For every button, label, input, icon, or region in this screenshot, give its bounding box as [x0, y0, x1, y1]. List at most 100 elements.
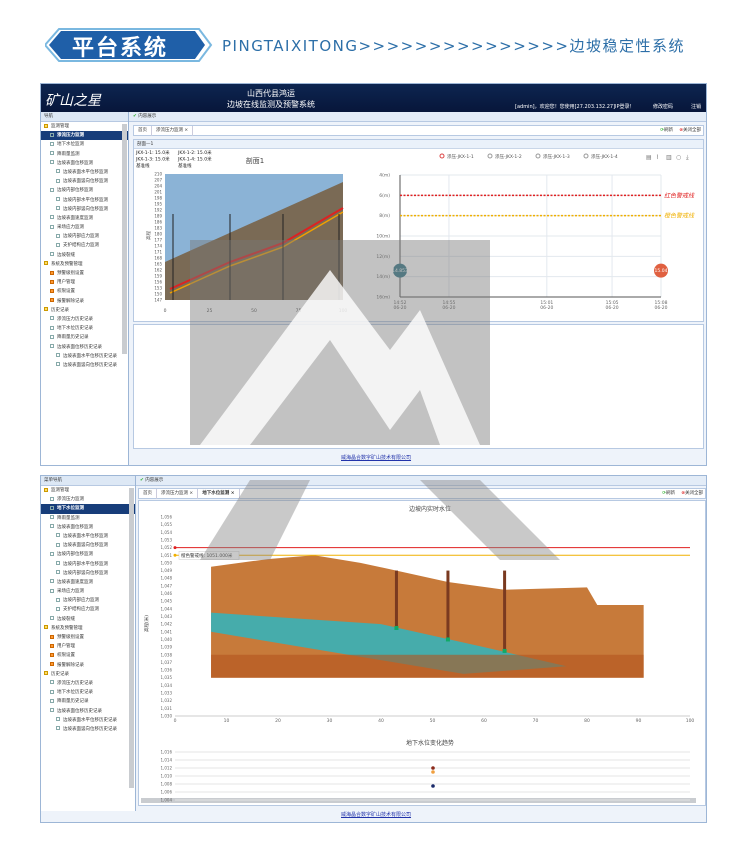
sidebar-item[interactable]: 权限设置 [41, 651, 135, 660]
sidebar-item[interactable]: 地下水位历史记录 [41, 688, 135, 697]
footer-link[interactable]: 威海晶合数字矿山技术有限公司 [341, 812, 412, 818]
tab-seepage[interactable]: 渗流压力监测 × [152, 126, 194, 136]
sidebar-item[interactable]: 边坡裂缝 [41, 615, 135, 624]
y-tick-label: 1,048 [161, 576, 173, 581]
sidebar-item[interactable]: 边坡内部水平位移监测 [41, 196, 128, 205]
sidebar-item[interactable]: 报警解除记录 [41, 297, 128, 306]
sidebar-item[interactable]: 边坡内部应力监测 [41, 232, 128, 241]
close-all-button[interactable]: ⊗关闭全部 [681, 491, 703, 496]
sidebar-item[interactable]: 边坡内部位移监测 [41, 186, 128, 195]
change-password-link[interactable]: 修改密码 [653, 104, 674, 110]
y-tick-label: 198 [154, 196, 162, 201]
sidebar-item[interactable]: 支护结构应力监测 [41, 241, 128, 250]
y-tick-label: 1,055 [161, 522, 173, 527]
sidebar-item[interactable]: 降雨量监测 [41, 514, 135, 523]
item-icon [50, 187, 54, 192]
item-icon [50, 151, 54, 156]
sidebar-item[interactable]: 边坡表面位移历史记录 [41, 707, 135, 716]
sidebar-item-label: 边坡裂缝 [57, 616, 75, 622]
sidebar: 菜单导航 监测管理 渗流压力监测 地下水位监测 降雨量监测 边坡表面位移监测 边坡表面水平… [41, 476, 136, 811]
sidebar-item[interactable]: 边坡内部竖向位移监测 [41, 569, 135, 578]
sidebar-item[interactable]: 降雨量历史记录 [41, 697, 135, 706]
sidebar-item[interactable]: 边坡表面位移监测 [41, 159, 128, 168]
sidebar: 导航 监测管理 渗流压力监测 地下水位监测 降雨量监测 边坡表面位移监测 边坡表面水平位移… [41, 112, 129, 465]
sidebar-item-label: 监测管理 [51, 488, 69, 493]
sidebar-item[interactable]: 边坡表面位移监测 [41, 523, 135, 532]
close-all-button[interactable]: ⊗关闭全部 [679, 128, 701, 133]
sidebar-item[interactable]: 地下水位监测 [41, 504, 135, 514]
y-tick-label: 201 [154, 190, 162, 195]
sidebar-item[interactable]: 渗流压力监测 [41, 131, 128, 141]
sidebar-item-label: 边坡裂缝 [57, 252, 75, 258]
system-name: 边坡在线监测及预警系统 [227, 100, 315, 109]
x-tick-label: 90 [636, 718, 642, 724]
sidebar-item-label: 边坡表面水平位移历史记录 [63, 353, 117, 359]
sidebar-item[interactable]: 历史记录 [41, 670, 135, 679]
sidebar-item[interactable]: 边坡内部位移监测 [41, 550, 135, 559]
tab-groundwater[interactable]: 地下水位监测 × [198, 489, 240, 499]
sidebar-item[interactable]: 降雨量历史记录 [41, 333, 128, 342]
sidebar-item[interactable]: 边坡表面竖向位移监测 [41, 541, 135, 550]
sidebar-item[interactable]: 监测管理 [41, 122, 128, 131]
sidebar-item[interactable]: 用户管理 [41, 278, 128, 287]
sidebar-item[interactable]: 预警级别设置 [41, 633, 135, 642]
y-tick-label: 1,050 [161, 560, 173, 565]
sidebar-item[interactable]: 降雨量监测 [41, 150, 128, 159]
sidebar-item[interactable]: 渗流压力监测 [41, 495, 135, 504]
threshold-point [173, 553, 177, 557]
refresh-button[interactable]: ⟳刷新 [662, 491, 675, 496]
sidebar-item[interactable]: 预警级别设置 [41, 269, 128, 278]
logout-link[interactable]: 注销 [691, 104, 702, 110]
sidebar-item[interactable]: 边坡表面水平位移监测 [41, 168, 128, 177]
y-tick-label: 1,016 [161, 750, 173, 755]
sidebar-item[interactable]: 渗流压力历史记录 [41, 679, 135, 688]
item-icon [50, 325, 54, 330]
user-info: [admin]，欢迎您！您使用[27.203.132.27]IP登录！ [515, 104, 635, 110]
sidebar-item[interactable]: 支护结构应力监测 [41, 605, 135, 614]
y-tick-label: 1,046 [161, 591, 173, 596]
water-level-marker [445, 637, 450, 642]
y-tick-label: 174 [154, 244, 162, 249]
item-icon [56, 178, 60, 183]
item-icon [50, 643, 54, 648]
sidebar-item[interactable]: 边坡表面水平位移历史记录 [41, 716, 135, 725]
sidebar-scrollbar[interactable] [122, 124, 127, 354]
sidebar-item[interactable]: 用户管理 [41, 642, 135, 651]
sidebar-item[interactable]: 边坡内部竖向位移监测 [41, 205, 128, 214]
sidebar-item[interactable]: 报警解除记录 [41, 661, 135, 670]
sidebar-item[interactable]: 边坡内部水平位移监测 [41, 560, 135, 569]
tab-home[interactable]: 首页 [139, 489, 157, 499]
sidebar-item[interactable]: 系统及预警管理 [41, 624, 135, 633]
sidebar-item[interactable]: 边坡表面水平位移监测 [41, 532, 135, 541]
sidebar-item[interactable]: 边坡内部应力监测 [41, 596, 135, 605]
footer-link[interactable]: 威海晶合数字矿山技术有限公司 [341, 455, 412, 461]
sidebar-item[interactable]: 监测管理 [41, 486, 135, 495]
sidebar-item[interactable]: 地下水位历史记录 [41, 324, 128, 333]
sidebar-item[interactable]: 边坡表面竖向位移监测 [41, 177, 128, 186]
sidebar-item-label: 边坡表面竖向位移监测 [63, 179, 108, 185]
sidebar-item[interactable]: 采场应力监测 [41, 587, 135, 596]
item-icon [50, 588, 54, 593]
y-tick-label: 1,038 [161, 652, 173, 657]
refresh-button[interactable]: ⟳刷新 [660, 128, 673, 133]
tab-seepage[interactable]: 渗流压力监测 × [157, 489, 199, 499]
sidebar-item[interactable]: 边坡表面水平位移历史记录 [41, 352, 128, 361]
sidebar-item[interactable]: 系统及预警管理 [41, 260, 128, 269]
sidebar-item[interactable]: 边坡表面速度监测 [41, 214, 128, 223]
tab-home[interactable]: 首页 [134, 126, 152, 136]
sidebar-item-label: 系统及预警管理 [51, 625, 83, 631]
sidebar-scrollbar[interactable] [129, 488, 134, 788]
sidebar-item[interactable]: 采场应力监测 [41, 223, 128, 232]
item-icon [56, 197, 60, 201]
sidebar-item[interactable]: 历史记录 [41, 306, 128, 315]
sidebar-item[interactable]: 权限设置 [41, 287, 128, 296]
panel-title: 剖面—1 [134, 140, 703, 149]
sidebar-item[interactable]: 边坡裂缝 [41, 251, 128, 260]
sidebar-item[interactable]: 边坡表面速度监测 [41, 578, 135, 587]
sidebar-item[interactable]: 边坡表面竖向位移历史记录 [41, 361, 128, 370]
sidebar-item[interactable]: 渗流压力历史记录 [41, 315, 128, 324]
sidebar-item[interactable]: 边坡表面竖向位移历史记录 [41, 725, 135, 734]
y-tick-label: 171 [154, 250, 162, 255]
sidebar-item[interactable]: 地下水位监测 [41, 140, 128, 149]
sidebar-item[interactable]: 边坡表面位移历史记录 [41, 343, 128, 352]
